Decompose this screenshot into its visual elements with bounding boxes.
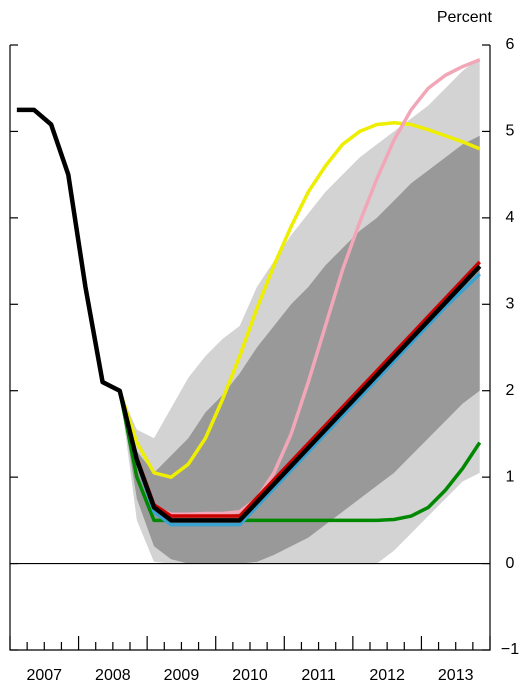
y-tick-label: 3 — [506, 296, 515, 313]
x-tick-label: 2009 — [164, 667, 200, 684]
y-tick-label: 5 — [506, 123, 515, 140]
series-line — [118, 260, 481, 518]
x-tick-label: 2012 — [369, 667, 405, 684]
y-tick-label: 2 — [506, 382, 515, 399]
series-line — [118, 121, 481, 479]
series-line — [16, 107, 482, 523]
y-tick-label: 6 — [506, 36, 515, 53]
y-tick-label: −1 — [501, 641, 519, 658]
y-axis-label: Percent — [437, 9, 493, 26]
x-tick-label: 2010 — [232, 667, 268, 684]
fan-band — [119, 135, 480, 564]
x-tick-label: 2011 — [301, 667, 336, 684]
series-line — [118, 272, 481, 527]
x-tick-label: 2013 — [438, 667, 474, 684]
y-tick-label: 0 — [506, 555, 515, 572]
y-tick-label: 4 — [506, 209, 515, 226]
x-tick-label: 2008 — [95, 667, 131, 684]
y-tick-label: 1 — [506, 468, 515, 485]
x-tick-label: 2007 — [26, 667, 62, 684]
